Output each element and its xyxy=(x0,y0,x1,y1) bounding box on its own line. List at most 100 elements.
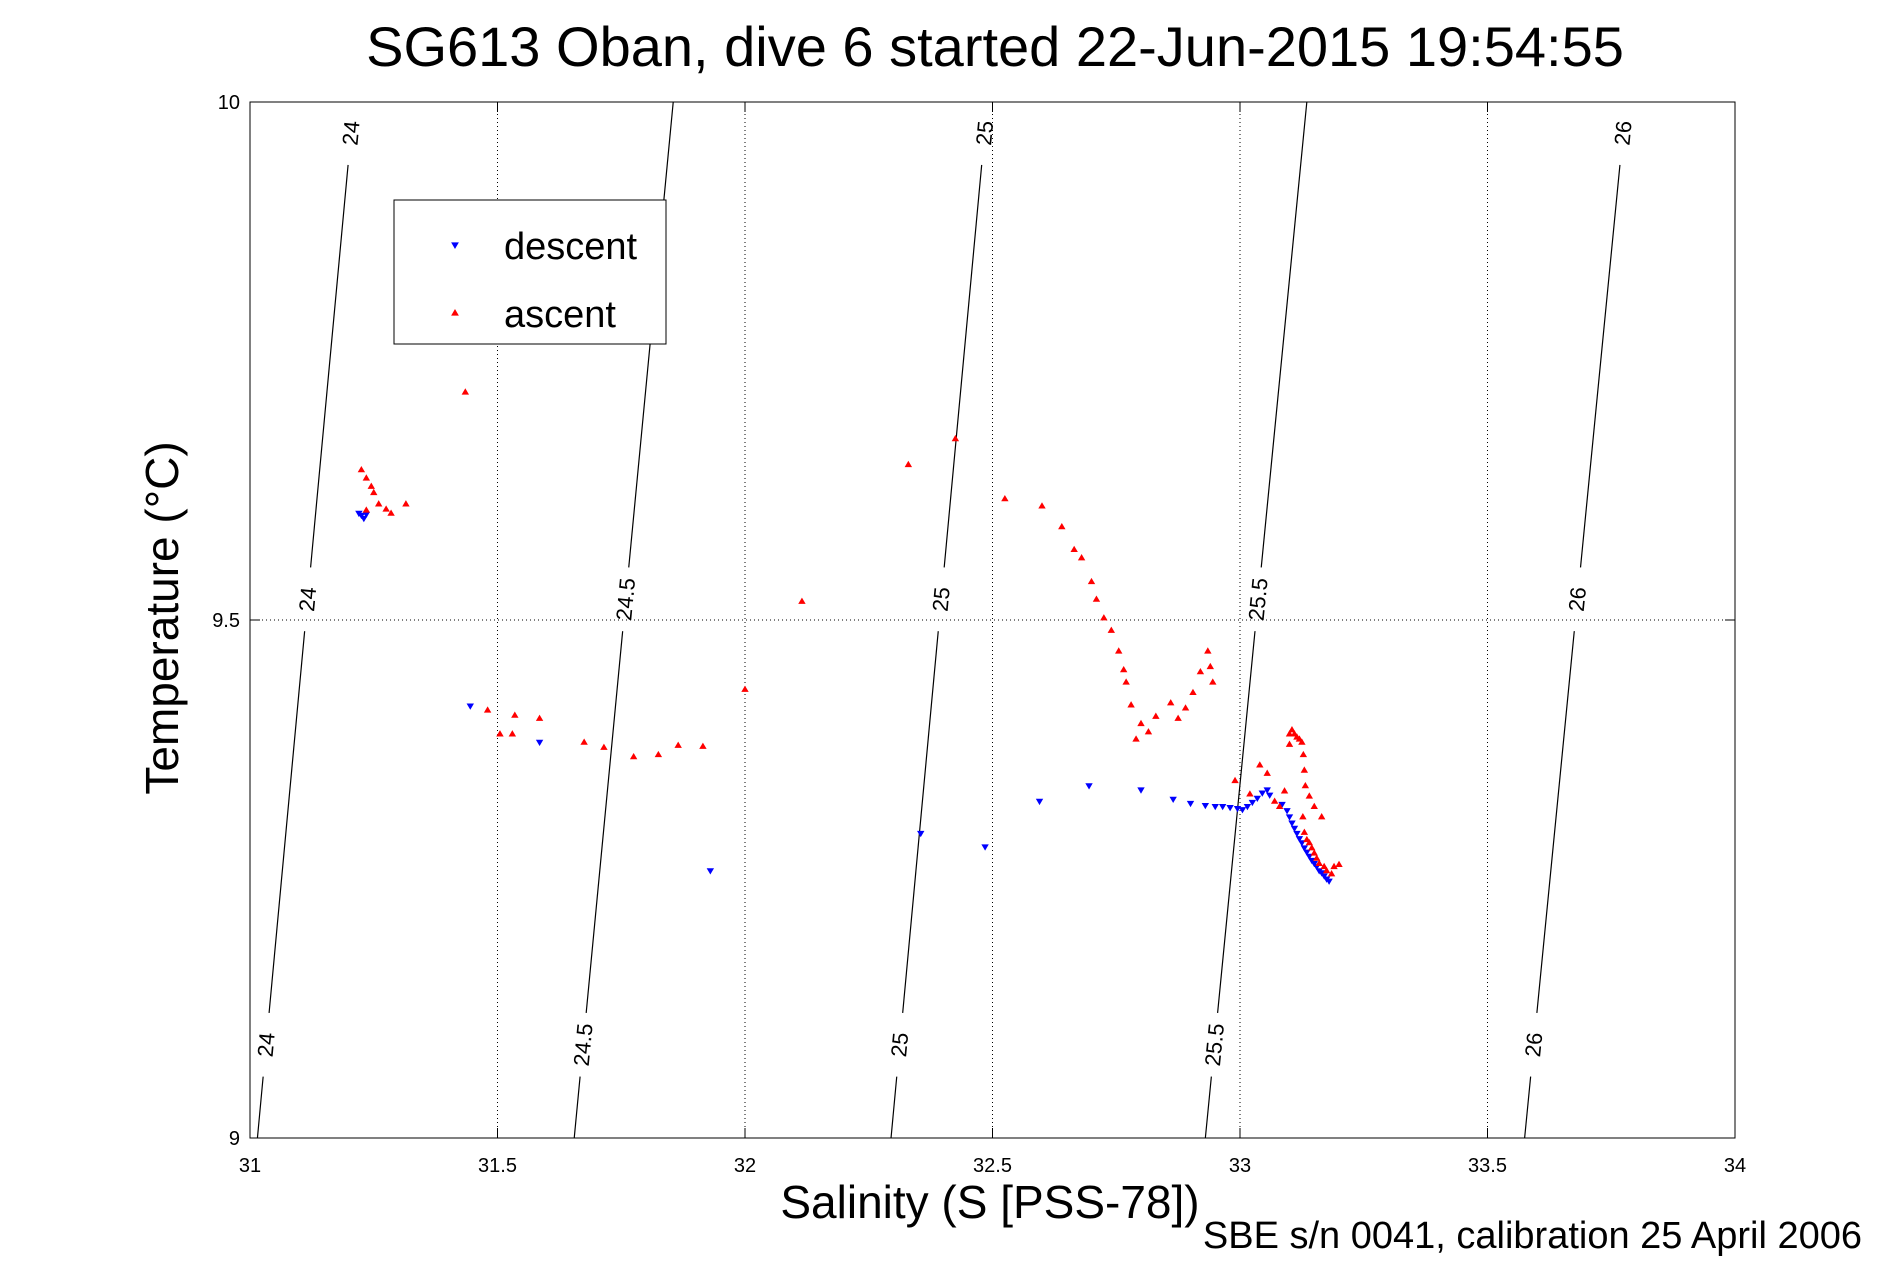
ascent-point xyxy=(580,738,588,745)
legend-descent-label: descent xyxy=(504,226,638,268)
density-contour-line xyxy=(268,631,306,1013)
ascent-point xyxy=(600,743,608,750)
density-contour-line xyxy=(256,1076,264,1139)
ascent-point xyxy=(654,750,663,758)
ascent-point xyxy=(1070,545,1078,553)
y-tick-label: 9 xyxy=(229,1128,240,1150)
ascent-point xyxy=(741,685,749,692)
density-contour-line xyxy=(890,1076,898,1139)
descent-point xyxy=(1218,803,1227,811)
density-contour-line xyxy=(585,631,624,1013)
ascent-point xyxy=(1087,577,1096,585)
ascent-point xyxy=(1181,704,1190,711)
density-contour-label: 25 xyxy=(971,120,998,147)
ascent-point xyxy=(1300,828,1309,835)
ascent-point xyxy=(461,388,470,395)
ascent-point xyxy=(511,711,519,718)
ascent-point xyxy=(1305,792,1313,799)
descent-point xyxy=(1186,800,1195,808)
legend-box xyxy=(393,199,667,345)
ascent-point xyxy=(1209,678,1217,685)
ascent-point xyxy=(1290,730,1299,737)
descent-point xyxy=(1295,836,1304,843)
ascent-point xyxy=(1322,866,1331,874)
density-contour-label: 24.5 xyxy=(611,577,640,622)
density-contour-label: 25.5 xyxy=(1200,1022,1229,1067)
ascent-point xyxy=(1310,849,1318,856)
ascent-point xyxy=(1300,766,1309,773)
descent-point xyxy=(1303,849,1311,856)
density-contour-label: 24 xyxy=(337,120,364,147)
descent-point xyxy=(1085,783,1093,790)
y-axis-ticks: 9 9.5 10 xyxy=(212,92,1735,1150)
ascent-point xyxy=(483,706,492,713)
ascent-point xyxy=(1263,769,1271,776)
descent-point xyxy=(1233,806,1242,813)
descent-point xyxy=(1283,808,1291,815)
ascent-point xyxy=(1231,776,1239,784)
ascent-point xyxy=(1001,494,1009,502)
ascent-point xyxy=(1144,728,1153,735)
ascent-point xyxy=(1058,522,1066,530)
x-axis-ticks: 31 31.5 32 32.5 33 33.5 34 xyxy=(239,102,1746,1177)
ascent-point xyxy=(402,500,410,507)
x-tick-label: 34 xyxy=(1724,1155,1746,1177)
density-contour-label: 25 xyxy=(886,1031,913,1058)
descent-point xyxy=(1035,798,1044,806)
ascent-point xyxy=(370,488,378,496)
ascent-point xyxy=(1107,626,1115,633)
ascent-point xyxy=(1167,699,1175,706)
descent-point xyxy=(1293,830,1301,838)
ascent-point xyxy=(362,506,371,513)
ascent-point xyxy=(1280,787,1289,794)
ascent-point xyxy=(1275,802,1284,809)
descent-point xyxy=(1243,803,1252,811)
ascent-point xyxy=(1122,678,1130,685)
ascent-point xyxy=(1132,735,1140,742)
density-contour-label: 24 xyxy=(253,1031,280,1058)
ascent-point xyxy=(1298,738,1306,745)
ascent-point xyxy=(1127,701,1135,708)
descent-point xyxy=(1248,799,1257,807)
descent-point xyxy=(1308,857,1316,865)
ascent-point xyxy=(699,742,707,749)
ascent-point xyxy=(1310,802,1318,809)
x-tick-label: 31.5 xyxy=(478,1155,517,1177)
ascent-point xyxy=(1285,730,1294,737)
data-points xyxy=(355,388,1343,885)
ascent-point xyxy=(1327,870,1336,877)
descent-point xyxy=(917,830,925,838)
ascent-point xyxy=(535,714,544,721)
legend-ascent-marker xyxy=(451,309,459,316)
ascent-point xyxy=(1152,712,1160,719)
ascent-point xyxy=(1038,502,1046,509)
density-contour-label: 24 xyxy=(294,586,321,613)
ascent-point xyxy=(1315,859,1323,866)
ascent-point xyxy=(1189,688,1197,696)
ascent-point xyxy=(1196,668,1205,675)
descent-point xyxy=(1317,870,1326,877)
descent-point xyxy=(1300,845,1309,852)
descent-point xyxy=(1263,787,1271,794)
ascent-point xyxy=(1077,554,1086,561)
ascent-point xyxy=(387,509,395,516)
ascent-point xyxy=(1174,714,1182,721)
density-contour-label: 26 xyxy=(1609,120,1636,147)
ascent-point xyxy=(1288,726,1296,733)
ascent-point xyxy=(1330,862,1338,870)
descent-point xyxy=(1169,796,1177,804)
density-contour-line xyxy=(1260,101,1308,568)
x-tick-label: 33 xyxy=(1229,1155,1251,1177)
calibration-note: SBE s/n 0041, calibration 25 April 2006 xyxy=(1203,1215,1862,1257)
descent-point xyxy=(706,868,715,875)
density-contour-line xyxy=(1579,164,1621,568)
descent-point xyxy=(981,844,989,851)
ascent-point xyxy=(1317,813,1326,820)
density-contour-label: 26 xyxy=(1520,1031,1547,1058)
descent-point xyxy=(360,515,368,523)
x-tick-label: 31 xyxy=(239,1155,261,1177)
ascent-point xyxy=(357,465,366,473)
x-tick-label: 33.5 xyxy=(1468,1155,1507,1177)
descent-point xyxy=(1310,860,1318,868)
descent-point xyxy=(1288,820,1296,827)
